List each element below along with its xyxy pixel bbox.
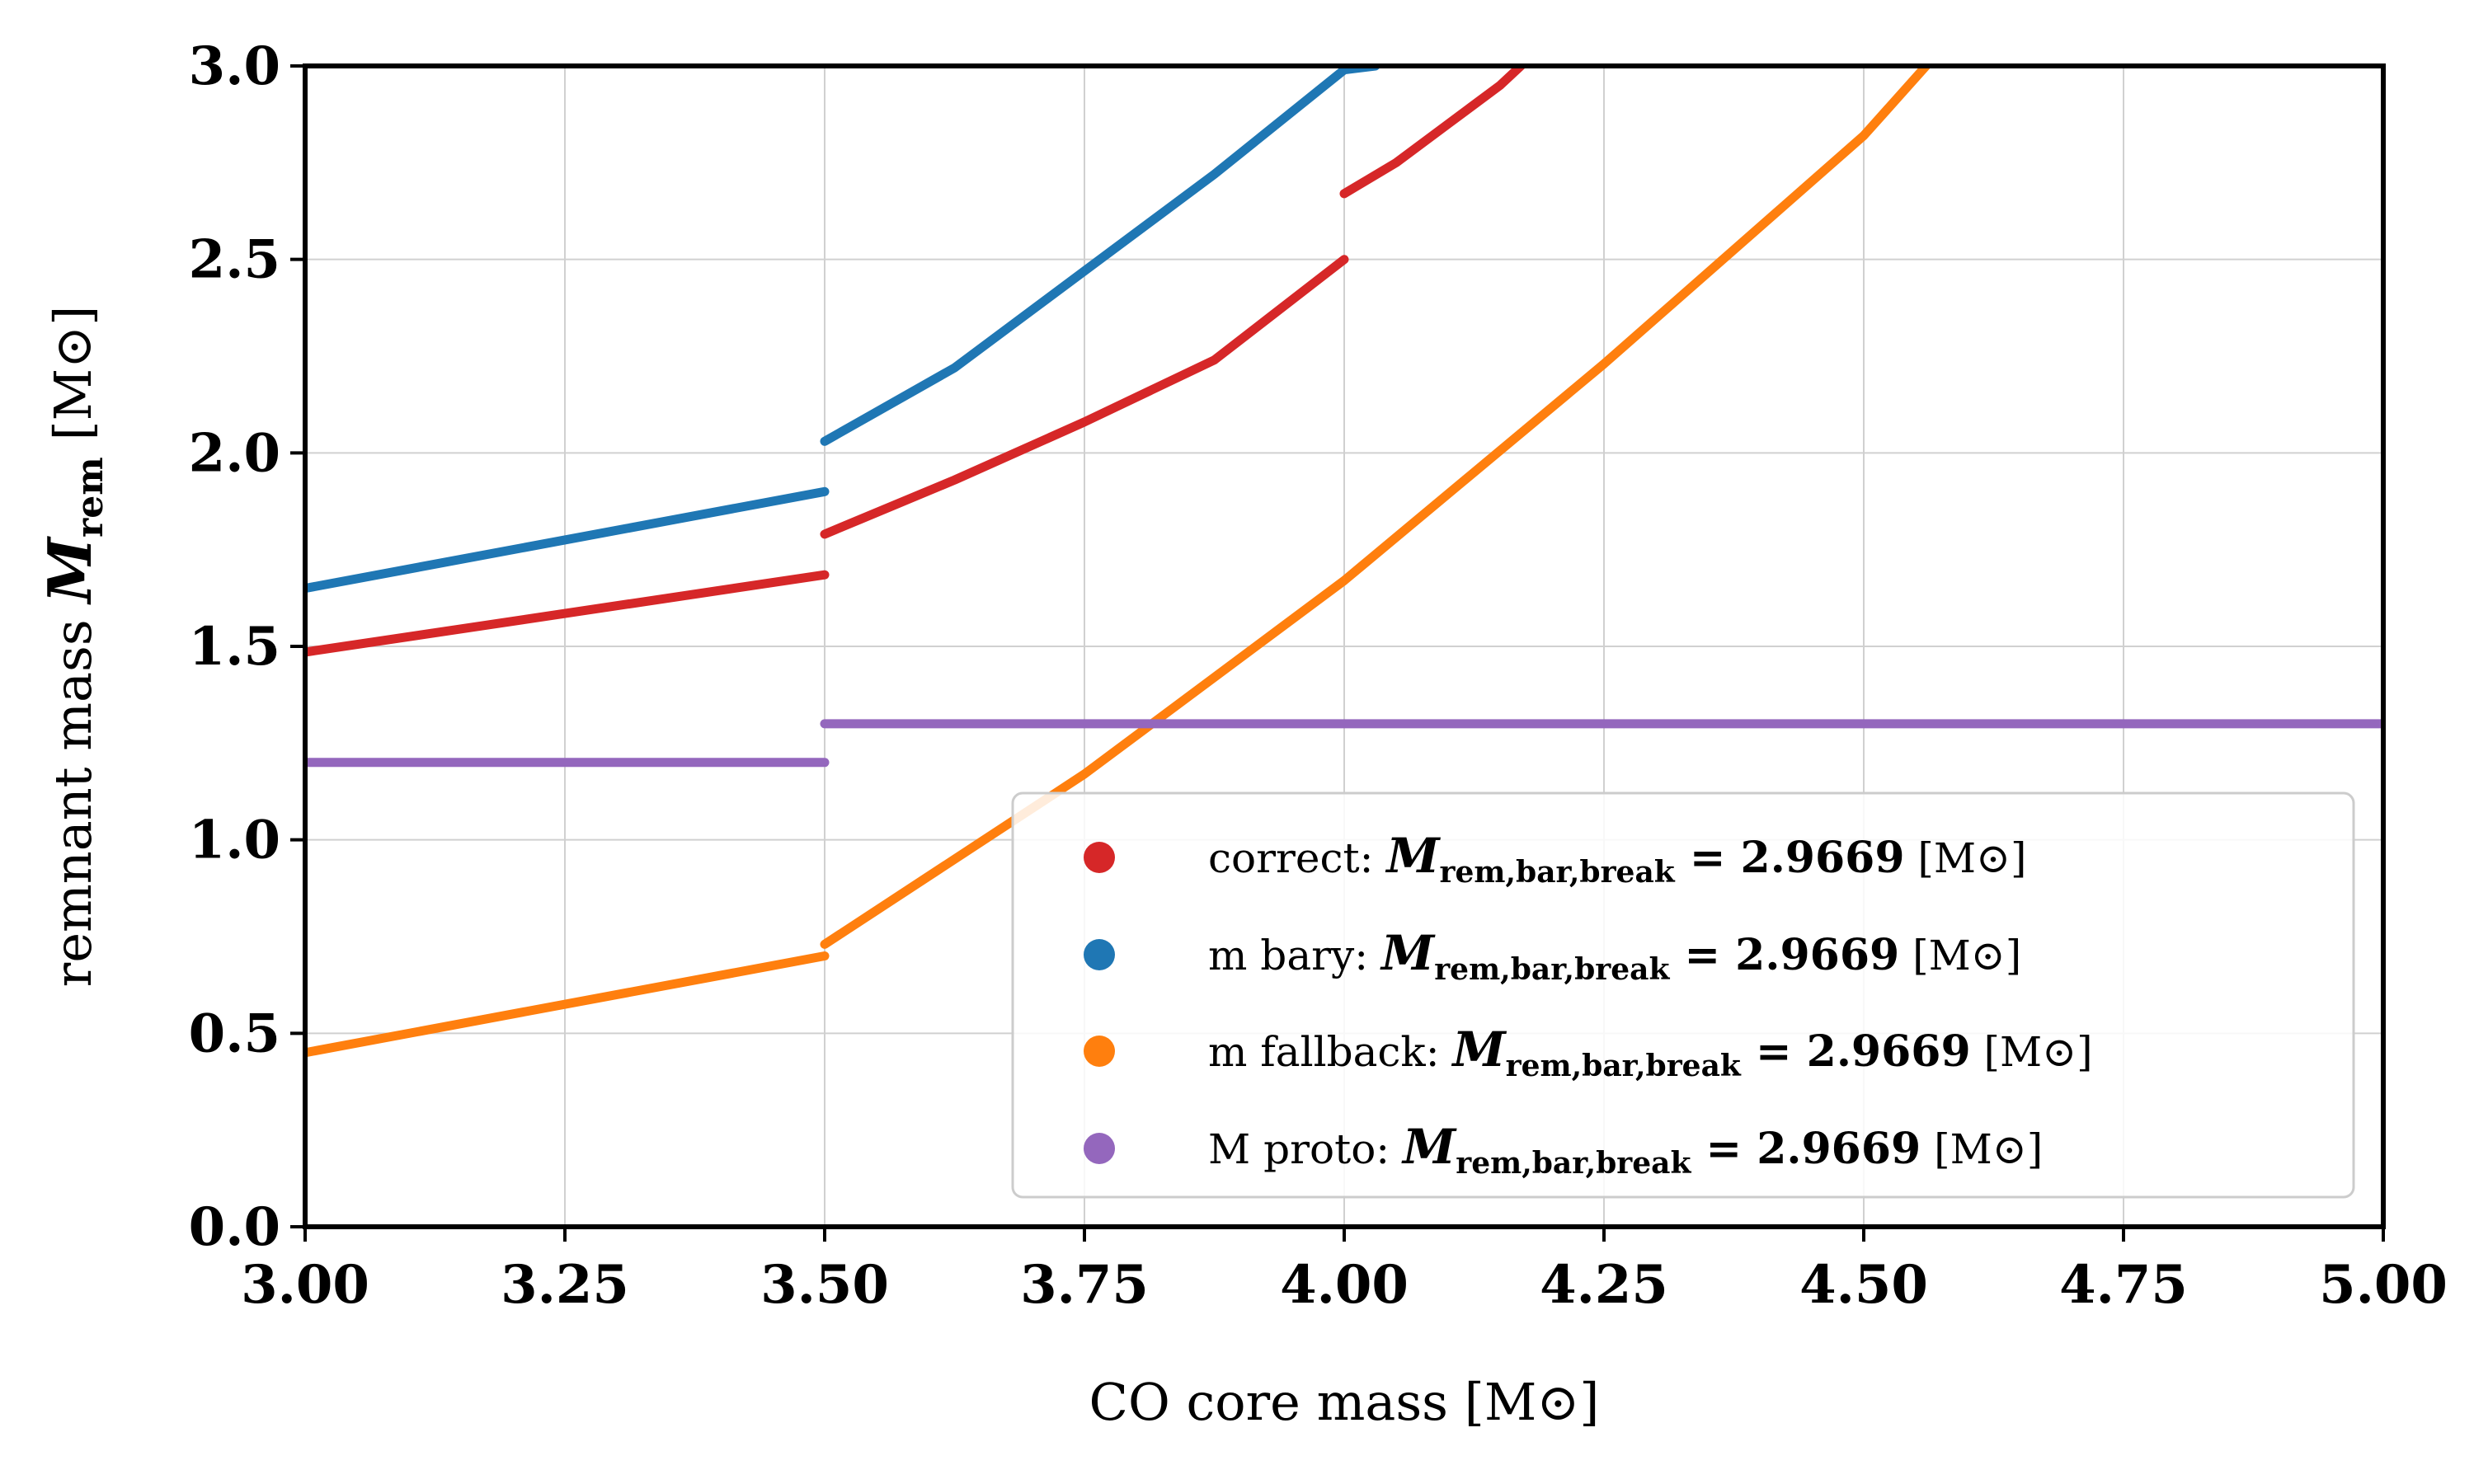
legend-box (1011, 791, 2355, 1199)
y-axis-label-symbol: M (35, 536, 105, 606)
series-line-m-bary (305, 486, 830, 594)
series-line-correct (820, 255, 1349, 539)
x-tick-label: 3.75 (1020, 1254, 1149, 1316)
series-line-correct (305, 570, 830, 657)
legend-symbol: M (1380, 925, 1436, 981)
x-tick-label: 3.25 (501, 1254, 629, 1316)
y-tick-label: 0.5 (189, 1003, 280, 1064)
x-tick-label: 3.00 (241, 1254, 369, 1316)
legend-entry: correct: Mrem,bar,break = 2.9669 [M⊙] (1208, 828, 2027, 890)
y-tick-label: 1.5 (189, 616, 280, 678)
legend-value: = 2.9669 (1741, 1026, 1971, 1077)
y-tick-label: 2.0 (189, 422, 280, 484)
legend-subscript: rem,bar,break (1506, 1049, 1742, 1083)
legend-subscript: rem,bar,break (1434, 952, 1670, 987)
series-line-correct (1339, 66, 1526, 199)
y-axis-label-subscript: rem (69, 457, 111, 538)
legend: correct: Mrem,bar,break = 2.9669 [M⊙]m b… (1011, 791, 2355, 1199)
legend-marker (1084, 1036, 1115, 1067)
legend-unit: [M⊙] (1971, 1028, 2093, 1076)
y-tick-label: 2.5 (189, 229, 280, 291)
y-axis-label-prefix: remnant mass (43, 603, 103, 988)
legend-symbol: M (1451, 1021, 1507, 1078)
x-tick-label: 5.00 (2319, 1254, 2448, 1316)
legend-symbol: M (1401, 1119, 1457, 1175)
y-tick-label: 0.0 (189, 1196, 280, 1258)
legend-unit: [M⊙] (1899, 932, 2021, 979)
legend-value: = 2.9669 (1675, 833, 1905, 883)
x-axis-ticks: 3.00 3.25 3.50 3.75 4.00 4.25 4.50 4.75 5.00 (241, 1227, 2448, 1316)
x-axis-label: CO core mass [M⊙] (1089, 1372, 1600, 1432)
legend-label: correct: (1208, 834, 1386, 882)
legend-label: m fallback: (1208, 1028, 1452, 1076)
legend-subscript: rem,bar,break (1440, 855, 1676, 890)
x-tick-label: 4.50 (1799, 1254, 1928, 1316)
legend-marker (1084, 1133, 1115, 1164)
legend-marker (1084, 939, 1115, 970)
legend-label: m bary: (1208, 932, 1381, 979)
legend-subscript: rem,bar,break (1456, 1146, 1691, 1181)
x-tick-label: 4.25 (1540, 1254, 1668, 1316)
x-tick-label: 3.50 (760, 1254, 889, 1316)
x-tick-label: 4.75 (2059, 1254, 2188, 1316)
legend-unit: [M⊙] (1921, 1125, 2043, 1173)
x-tick-label: 4.00 (1280, 1254, 1409, 1316)
legend-marker (1084, 842, 1115, 873)
y-axis-ticks: 0.0 0.5 1.0 1.5 2.0 2.5 3.0 (189, 35, 305, 1258)
legend-unit: [M⊙] (1905, 834, 2027, 882)
y-axis-label: remnant mass Mrem [M⊙] (35, 306, 111, 988)
y-axis-label-unit: [M⊙] (43, 306, 103, 458)
y-tick-label: 1.0 (189, 810, 280, 871)
legend-value: = 2.9669 (1691, 1124, 1921, 1174)
legend-entry: M proto: Mrem,bar,break = 2.9669 [M⊙] (1208, 1119, 2043, 1181)
series-line-m-bary (820, 66, 1380, 446)
legend-symbol: M (1385, 828, 1441, 884)
legend-value: = 2.9669 (1669, 930, 1899, 980)
legend-label: M proto: (1208, 1125, 1403, 1173)
series-line-m-fallback (305, 951, 830, 1058)
legend-entry: m bary: Mrem,bar,break = 2.9669 [M⊙] (1208, 925, 2021, 987)
y-tick-label: 3.0 (189, 35, 280, 97)
legend-entry: m fallback: Mrem,bar,break = 2.9669 [M⊙] (1208, 1021, 2093, 1083)
